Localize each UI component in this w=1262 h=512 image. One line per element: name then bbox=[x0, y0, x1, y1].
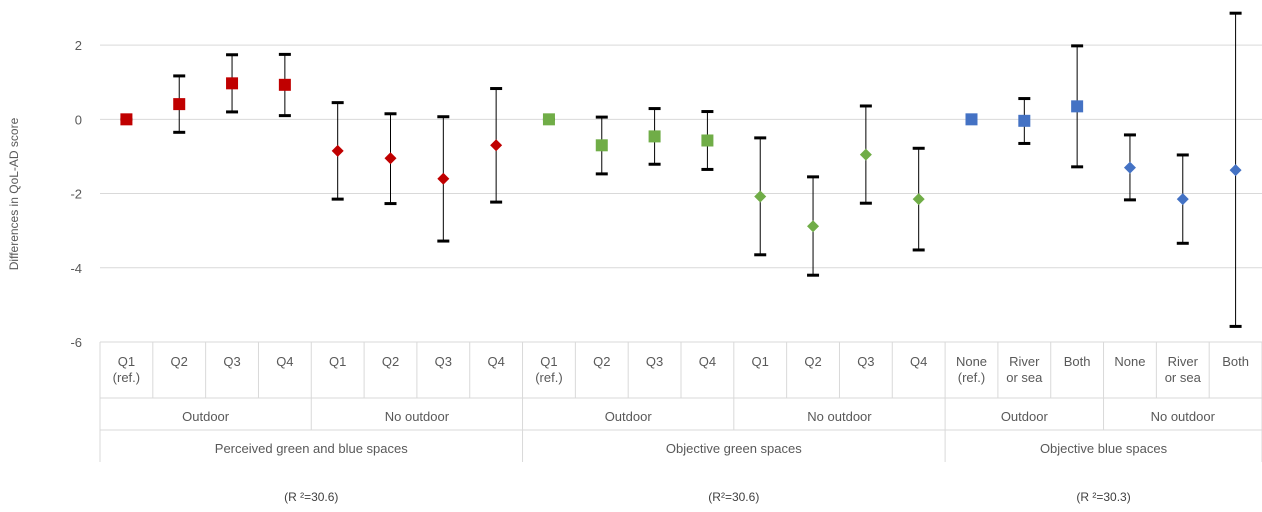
category-label: (ref.) bbox=[535, 370, 562, 385]
category-label: Q4 bbox=[910, 354, 927, 369]
category-label: or sea bbox=[1165, 370, 1202, 385]
category-label: or sea bbox=[1006, 370, 1043, 385]
y-axis-title: Differences in QoL-AD score bbox=[7, 117, 21, 270]
y-tick-label: -4 bbox=[70, 261, 82, 276]
category-label: Q2 bbox=[804, 354, 821, 369]
group-label: Outdoor bbox=[605, 409, 653, 424]
category-label: Q1 bbox=[118, 354, 135, 369]
category-label: Both bbox=[1222, 354, 1249, 369]
r-squared-label: (R ²=30.3) bbox=[1076, 490, 1130, 504]
data-point-square bbox=[226, 77, 239, 90]
category-label: Q4 bbox=[699, 354, 716, 369]
group-label: No outdoor bbox=[807, 409, 872, 424]
category-label: River bbox=[1168, 354, 1199, 369]
group-label: Outdoor bbox=[1001, 409, 1049, 424]
category-label: Q3 bbox=[435, 354, 452, 369]
panel-label: Perceived green and blue spaces bbox=[215, 441, 408, 456]
category-label: Q2 bbox=[593, 354, 610, 369]
category-label: Q4 bbox=[276, 354, 293, 369]
panel-label: Objective blue spaces bbox=[1040, 441, 1168, 456]
category-label: Q1 bbox=[752, 354, 769, 369]
category-label: Q3 bbox=[646, 354, 663, 369]
category-label: Q1 bbox=[540, 354, 557, 369]
grid-layer bbox=[100, 44, 1262, 343]
r-squared-label: (R²=30.6) bbox=[708, 490, 759, 504]
data-point-diamond bbox=[1176, 193, 1189, 206]
y-tick-label: -6 bbox=[70, 335, 82, 350]
axis-layer bbox=[99, 341, 1262, 462]
category-label: Both bbox=[1064, 354, 1091, 369]
data-point-square bbox=[120, 113, 133, 126]
data-point-diamond bbox=[754, 190, 767, 203]
category-label: Q2 bbox=[171, 354, 188, 369]
group-label: Outdoor bbox=[182, 409, 230, 424]
group-label: No outdoor bbox=[385, 409, 450, 424]
category-label: Q3 bbox=[223, 354, 240, 369]
y-tick-label: -2 bbox=[70, 187, 82, 202]
y-tick-label: 2 bbox=[75, 38, 82, 53]
data-point-square bbox=[278, 78, 291, 91]
category-label: Q4 bbox=[487, 354, 504, 369]
data-point-diamond bbox=[807, 220, 820, 233]
data-point-square bbox=[1071, 100, 1084, 113]
data-point-diamond bbox=[1229, 164, 1242, 177]
category-label: None bbox=[1114, 354, 1145, 369]
data-point-diamond bbox=[331, 144, 344, 157]
category-label: None bbox=[956, 354, 987, 369]
data-point-diamond bbox=[859, 148, 872, 161]
data-point-diamond bbox=[384, 152, 397, 165]
mark-layer bbox=[120, 11, 1242, 328]
category-label: River bbox=[1009, 354, 1040, 369]
data-point-diamond bbox=[1123, 161, 1136, 174]
data-point-diamond bbox=[437, 172, 450, 185]
r-squared-label: (R ²=30.6) bbox=[284, 490, 338, 504]
data-point-square bbox=[595, 139, 608, 152]
data-point-square bbox=[1018, 114, 1031, 127]
group-label: No outdoor bbox=[1151, 409, 1216, 424]
data-point-square bbox=[648, 130, 661, 143]
data-point-square bbox=[701, 134, 714, 147]
category-label: (ref.) bbox=[113, 370, 140, 385]
data-point-square bbox=[542, 113, 555, 126]
category-label: Q3 bbox=[857, 354, 874, 369]
category-label: Q1 bbox=[329, 354, 346, 369]
data-point-diamond bbox=[490, 139, 503, 152]
data-point-diamond bbox=[912, 193, 925, 206]
category-label: (ref.) bbox=[958, 370, 985, 385]
category-label: Q2 bbox=[382, 354, 399, 369]
data-point-square bbox=[965, 113, 978, 126]
data-point-square bbox=[173, 98, 186, 111]
y-tick-label: 0 bbox=[75, 112, 82, 127]
panel-label: Objective green spaces bbox=[666, 441, 802, 456]
